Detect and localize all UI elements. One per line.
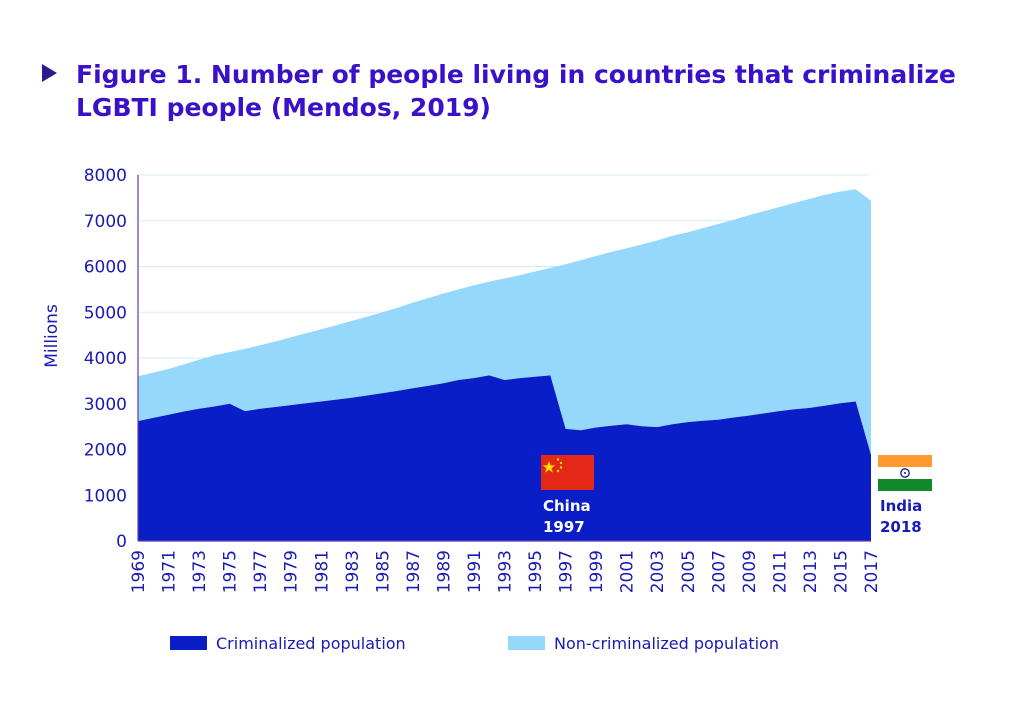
area-non-criminalized-population [138, 189, 871, 455]
india-label: India [880, 497, 922, 515]
x-tick-label-1979: 1979 [282, 550, 302, 593]
y-axis-label: Millions [42, 304, 62, 368]
legend-swatch-criminalized [170, 636, 207, 650]
x-tick-label-1975: 1975 [221, 550, 241, 593]
x-tick-label-1995: 1995 [526, 550, 546, 593]
y-tick-label-6000: 6000 [84, 258, 127, 278]
china-year-label: 1997 [543, 518, 585, 536]
india-flag [878, 455, 932, 491]
india-year-label: 2018 [880, 518, 922, 536]
legend-label-criminalized: Criminalized population [216, 634, 406, 653]
star-icon [542, 461, 556, 473]
y-tick-label-4000: 4000 [84, 349, 127, 369]
figure-title: Figure 1. Number of people living in cou… [76, 60, 956, 122]
x-tick-label-1993: 1993 [496, 550, 516, 593]
x-tick-label-1969: 1969 [129, 550, 149, 593]
y-tick-label-0: 0 [116, 532, 127, 552]
legend-item-non-criminalized: Non-criminalized population [508, 634, 779, 653]
area-criminalized-population [138, 375, 871, 541]
legend-item-criminalized: Criminalized population [170, 634, 406, 653]
x-tick-label-2009: 2009 [740, 550, 760, 593]
x-tick-label-1971: 1971 [160, 550, 180, 593]
china-annotation: China 1997 [541, 455, 594, 536]
x-tick-labels: 1969 1971 1973 1975 1977 1979 1981 1983 1985 1987… [129, 550, 882, 593]
legend-swatch-non-criminalized [508, 636, 545, 650]
x-tick-label-1977: 1977 [251, 550, 271, 593]
axes [137, 175, 871, 542]
x-tick-label-1983: 1983 [343, 550, 363, 593]
y-tick-label-5000: 5000 [84, 303, 127, 323]
y-tick-label-2000: 2000 [84, 441, 127, 461]
y-tick-label-8000: 8000 [84, 166, 127, 186]
x-tick-label-2011: 2011 [770, 550, 790, 593]
x-tick-label-2007: 2007 [709, 550, 729, 593]
x-tick-label-2005: 2005 [679, 550, 699, 593]
x-tick-label-1989: 1989 [434, 550, 454, 593]
legend-label-non-criminalized: Non-criminalized population [554, 634, 779, 653]
india-annotation: India 2018 [878, 455, 932, 536]
y-tick-labels: 0 1000 2000 3000 4000 5000 6000 7000 8000 [84, 166, 127, 552]
x-tick-label-2001: 2001 [618, 550, 638, 593]
y-tick-label-1000: 1000 [84, 486, 127, 506]
x-tick-label-2013: 2013 [801, 550, 821, 593]
x-tick-label-2003: 2003 [648, 550, 668, 593]
china-flag [541, 455, 594, 490]
legend: Criminalized population Non-criminalized… [170, 634, 779, 653]
x-tick-label-1997: 1997 [557, 550, 577, 593]
x-tick-label-1991: 1991 [465, 550, 485, 593]
x-tick-label-2017: 2017 [862, 550, 882, 593]
y-tick-label-3000: 3000 [84, 395, 127, 415]
x-tick-label-1999: 1999 [587, 550, 607, 593]
x-tick-label-1987: 1987 [404, 550, 424, 593]
x-tick-label-1985: 1985 [373, 550, 393, 593]
china-label: China [543, 497, 591, 515]
x-tick-label-1981: 1981 [312, 550, 332, 593]
plot-areas [138, 189, 871, 541]
chakra-icon [900, 468, 910, 478]
play-icon [42, 64, 57, 82]
y-tick-label-7000: 7000 [84, 212, 127, 232]
x-tick-label-2015: 2015 [832, 550, 852, 593]
x-tick-label-1973: 1973 [190, 550, 210, 593]
